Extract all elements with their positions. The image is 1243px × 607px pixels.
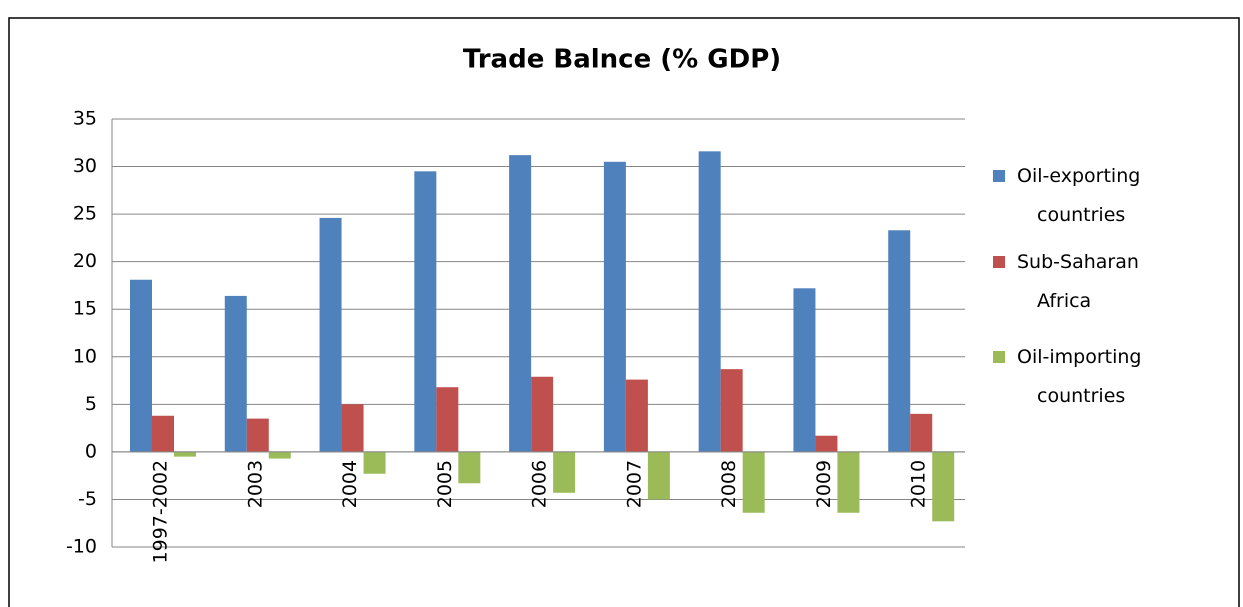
x-tick-label: 2009: [813, 460, 835, 508]
bar: [436, 387, 459, 452]
y-tick-label: 0: [85, 440, 97, 462]
legend-label: Sub-Saharan Africa: [1017, 251, 1139, 312]
y-tick-label: 10: [73, 345, 97, 367]
y-tick-label: 25: [73, 203, 97, 225]
y-tick-label: 5: [85, 393, 97, 415]
bar: [603, 161, 626, 452]
x-tick-label: 2008: [718, 460, 740, 508]
x-tick-label: 1997-2002: [150, 460, 172, 564]
legend-line: Oil-importing: [1017, 346, 1141, 368]
bar: [224, 295, 247, 452]
bar: [414, 171, 437, 452]
y-tick-label: 15: [73, 298, 97, 320]
bar: [815, 435, 838, 452]
legend-line: Sub-Saharan: [1017, 251, 1139, 273]
x-tick-label: 2003: [244, 460, 266, 508]
x-tick-label: 2005: [434, 460, 456, 508]
bar: [720, 369, 743, 452]
x-tick-label: 2007: [623, 460, 645, 508]
bar: [268, 451, 291, 459]
x-tick-label: 2004: [339, 460, 361, 508]
x-tick-label: 2010: [908, 460, 930, 508]
bar: [698, 151, 721, 452]
bar: [130, 279, 152, 452]
bar: [793, 288, 816, 452]
bar: [458, 451, 481, 484]
bar: [341, 404, 364, 452]
bar: [742, 451, 765, 513]
bar: [319, 217, 342, 452]
legend-line: Oil-exporting: [1017, 165, 1140, 187]
bar: [531, 376, 554, 452]
legend-swatch: [993, 351, 1005, 363]
legend-swatch: [993, 170, 1005, 182]
legend-line: Africa: [1037, 290, 1091, 312]
bar: [174, 451, 196, 457]
bar: [888, 230, 911, 452]
bar: [553, 451, 576, 493]
legend-label: Oil-importing countries: [1017, 346, 1141, 407]
bar: [910, 413, 933, 452]
legend-line: countries: [1037, 204, 1125, 226]
y-tick-label: 35: [73, 108, 97, 130]
y-tick-label: 20: [73, 250, 97, 272]
chart-title: Trade Balnce (% GDP): [463, 45, 781, 75]
y-tick-label: -10: [66, 536, 97, 558]
bar: [837, 451, 860, 513]
legend-label: Oil-exporting countries: [1017, 165, 1140, 226]
legend-line: countries: [1037, 385, 1125, 407]
bar: [363, 451, 386, 474]
bar: [932, 451, 955, 522]
legend-swatch: [993, 256, 1005, 268]
bar: [152, 415, 174, 452]
x-tick-label: 2006: [529, 460, 551, 508]
bar: [246, 418, 269, 452]
y-tick-label: 30: [73, 155, 97, 177]
y-tick-label: -5: [78, 488, 97, 510]
bar: [509, 155, 532, 452]
bar: [647, 451, 670, 500]
bar: [625, 379, 648, 452]
